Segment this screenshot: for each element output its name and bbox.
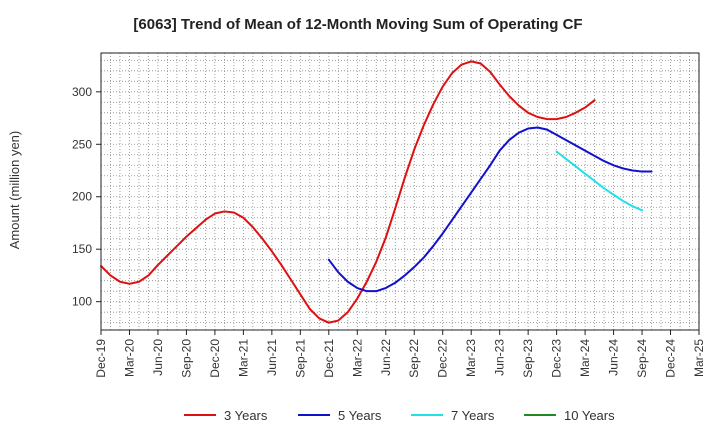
x-tick-label: Mar-22 [350,339,364,377]
y-tick-label: 100 [72,295,92,309]
series-line-7-years [555,150,644,212]
legend-label-10-years: 10 Years [564,408,615,423]
y-axis-label: Amount (million yen) [7,131,22,250]
x-tick-label: Mar-20 [122,339,136,377]
y-tick-label: 300 [72,85,92,99]
x-tick-label: Sep-22 [407,339,421,378]
y-tick-label: 150 [72,242,92,256]
x-tick-label: Dec-22 [436,339,450,378]
y-axis-ticks: 100 150 200 250 300 [72,85,101,309]
grid [101,53,699,330]
y-tick-label: 250 [72,137,92,151]
legend-label-7-years: 7 Years [451,408,495,423]
x-tick-label: Sep-24 [635,339,649,378]
x-tick-label: Jun-20 [151,339,165,376]
x-tick-label: Jun-22 [379,339,393,376]
x-tick-label: Mar-25 [692,339,706,377]
x-tick-label: Dec-21 [322,339,336,378]
x-tick-label: Sep-21 [293,339,307,378]
x-tick-label: Dec-19 [94,339,108,378]
legend-label-3-years: 3 Years [224,408,268,423]
series-line-5-years [327,126,653,293]
chart-title: [6063] Trend of Mean of 12-Month Moving … [133,16,582,33]
x-axis-ticks: Dec-19 Mar-20 Jun-20 Sep-20 Dec-20 Mar-21 Jun-… [94,330,706,378]
x-tick-label: Jun-21 [265,339,279,376]
x-tick-label: Mar-23 [464,339,478,377]
x-tick-label: Dec-20 [208,339,222,378]
x-tick-label: Mar-21 [236,339,250,377]
x-tick-label: Dec-23 [550,339,564,378]
series-lines [100,60,653,324]
x-tick-label: Sep-23 [521,339,535,378]
series-line-3-years [100,60,596,324]
x-tick-label: Mar-24 [578,339,592,377]
legend-label-5-years: 5 Years [338,408,382,423]
x-tick-label: Sep-20 [179,339,193,378]
plot-frame [100,52,700,331]
y-tick-label: 200 [72,190,92,204]
x-tick-label: Dec-24 [664,339,678,378]
legend: 3 Years 5 Years 7 Years 10 Years [184,408,615,423]
x-tick-label: Jun-24 [607,339,621,376]
x-tick-label: Jun-23 [493,339,507,376]
